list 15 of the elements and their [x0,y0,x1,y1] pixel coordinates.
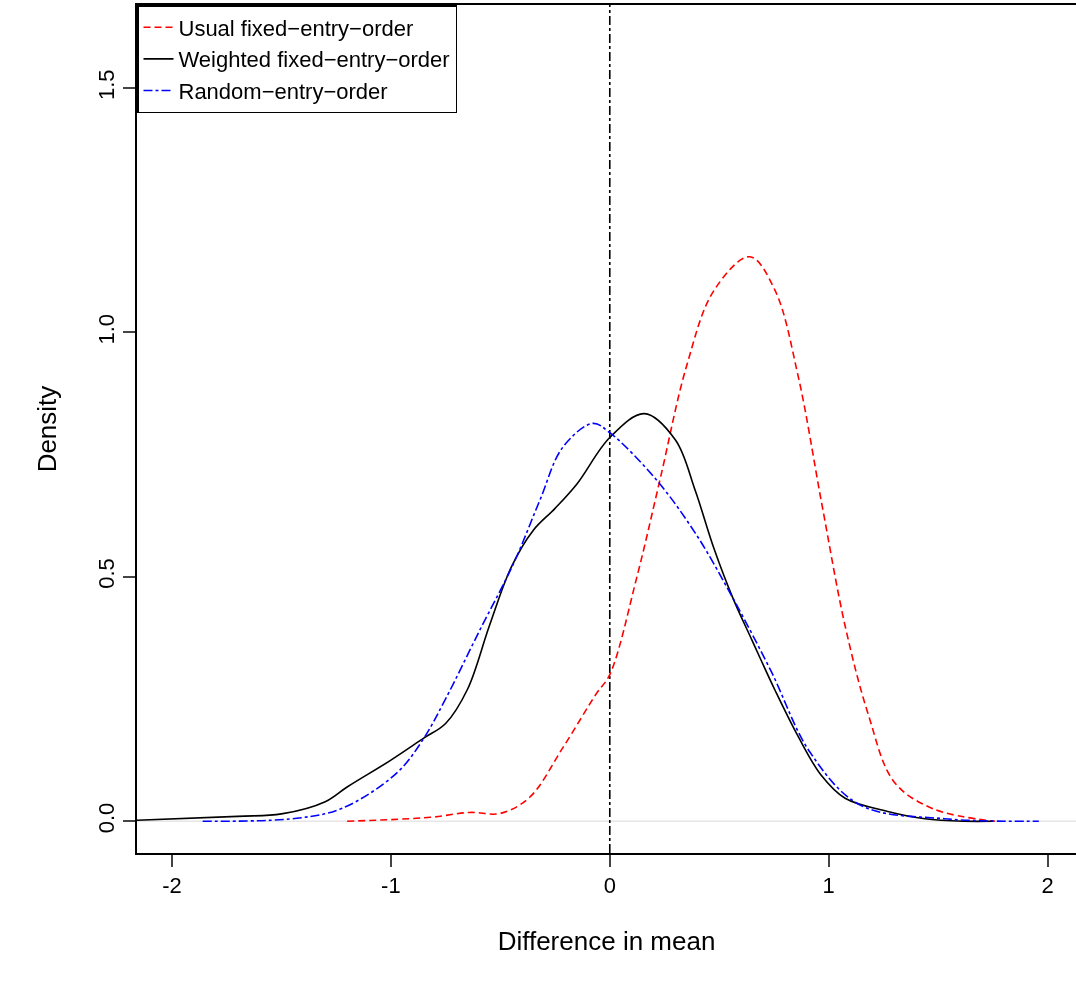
legend-label: Random−entry−order [178,79,388,105]
y-axis-title: Density [32,385,63,473]
x-tick-label: 1 [822,873,835,899]
y-tick-label: 1.5 [94,69,120,101]
legend-label: Usual fixed−entry−order [178,15,414,41]
x-tick-label: 0 [603,873,616,899]
line-series [346,255,996,823]
legend-label: Weighted fixed−entry−order [178,47,450,73]
x-tick-label: -1 [381,873,401,899]
x-tick-label: -2 [162,873,182,899]
y-tick-label: 1.0 [94,313,120,345]
y-tick-label: 0.0 [94,802,120,834]
x-tick-label: 2 [1041,873,1054,899]
x-axis-title: Difference in mean [497,926,716,957]
y-tick-label: 0.5 [94,558,120,589]
